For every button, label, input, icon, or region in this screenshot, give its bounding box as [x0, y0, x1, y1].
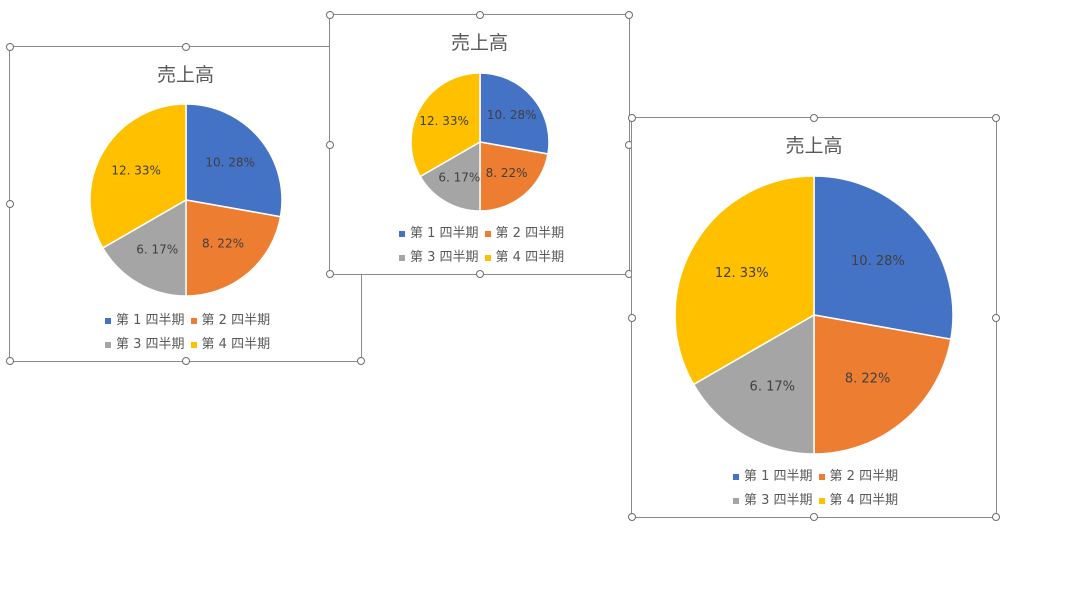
legend-swatch [733, 474, 739, 480]
resize-handle-bottom-right[interactable] [357, 357, 365, 365]
legend-row: 第 3 四半期 第 4 四半期 [733, 489, 904, 513]
chart-title: 売上高 [785, 135, 843, 157]
legend-label: 第 4 四半期 [201, 337, 271, 352]
resize-handle-middle-left[interactable] [326, 140, 334, 149]
legend-row: 第 1 四半期 第 2 四半期 [733, 465, 904, 489]
legend-swatch [399, 255, 405, 261]
data-label-q1: 10. 28% [851, 254, 905, 269]
pie-chart-1[interactable]: 売上高 10. 28% 8. 22% 6. 17% 12. 33% 第 1 四半期第 … [6, 43, 365, 365]
legend-entry-q3[interactable]: 第 3 四半期 [105, 333, 185, 357]
pie-slice-q3[interactable] [692, 313, 815, 455]
resize-handle-top-right[interactable] [625, 11, 633, 19]
resize-handle-bottom-center[interactable] [810, 513, 818, 521]
resize-handle-middle-left[interactable] [6, 200, 14, 208]
resize-handle-middle-left[interactable] [628, 313, 636, 322]
legend-entry-q4[interactable]: 第 4 四半期 [190, 333, 271, 357]
resize-handle-top-left[interactable] [628, 114, 636, 122]
legend-label: 第 2 四半期 [201, 313, 271, 328]
legend-label: 第 4 四半期 [495, 250, 565, 265]
legend-row: 第 1 四半期 第 2 四半期 [105, 309, 276, 333]
resize-handle-top-right[interactable] [992, 114, 1000, 122]
legend-label: 第 2 四半期 [829, 469, 899, 484]
legend-swatch [484, 231, 491, 237]
legend-entry-q2[interactable]: 第 2 四半期 [484, 222, 565, 246]
legend-row: 第 3 四半期 第 4 四半期 [105, 333, 276, 357]
legend-swatch [399, 231, 405, 237]
resize-handle-bottom-center[interactable] [181, 357, 190, 365]
pie-slice-q1[interactable] [813, 175, 954, 341]
data-label-q3: 6. 17% [750, 380, 795, 395]
pie-slice-q2[interactable] [185, 199, 282, 297]
legend-entry-q2[interactable]: 第 2 四半期 [190, 309, 271, 333]
chart-title: 売上高 [156, 64, 214, 86]
legend-swatch [818, 474, 825, 480]
data-label-q4: 12. 33% [111, 164, 161, 178]
legend-entry-q1[interactable]: 第 1 四半期 [105, 309, 185, 333]
pie-slice-q2[interactable] [813, 314, 952, 455]
data-label-q4: 12. 33% [419, 114, 469, 128]
pie-slice-q4[interactable] [89, 103, 187, 249]
resize-handle-middle-right[interactable] [992, 313, 1000, 322]
resize-handle-bottom-left[interactable] [6, 357, 14, 365]
pie-slice-q2[interactable] [479, 141, 549, 212]
legend-label: 第 2 四半期 [495, 226, 565, 241]
pie-slice-q1[interactable] [185, 103, 283, 218]
resize-handle-top-left[interactable] [326, 11, 334, 19]
chart-legend: 第 1 四半期 第 2 四半期第 3 四半期 第 4 四半期 [399, 222, 570, 270]
legend-label: 第 4 四半期 [829, 493, 899, 508]
data-label-q3: 6. 17% [438, 170, 480, 184]
legend-swatch [190, 318, 197, 324]
resize-handle-top-left[interactable] [6, 43, 14, 51]
data-label-q4: 12. 33% [715, 266, 769, 281]
pie-slice-q3[interactable] [101, 198, 187, 297]
pie-slice-q4[interactable] [674, 175, 815, 386]
chart-title: 売上高 [450, 32, 508, 54]
legend-label: 第 1 四半期 [116, 313, 185, 328]
chart-legend: 第 1 四半期 第 2 四半期第 3 四半期 第 4 四半期 [105, 309, 276, 357]
data-label-q2: 8. 22% [845, 371, 890, 386]
resize-handle-top-center[interactable] [181, 43, 190, 51]
pie-chart-2[interactable]: 売上高 10. 28% 8. 22% 6. 17% 12. 33% 第 1 四半期第 … [326, 11, 633, 278]
legend-swatch [733, 498, 739, 504]
legend-row: 第 3 四半期 第 4 四半期 [399, 246, 570, 270]
legend-label: 第 3 四半期 [116, 337, 185, 352]
legend-swatch [484, 255, 491, 261]
legend-swatch [818, 498, 825, 504]
pie-plot: 10. 28% 8. 22% 6. 17% 12. 33% [410, 72, 550, 212]
legend-entry-q2[interactable]: 第 2 四半期 [818, 465, 899, 489]
legend-entry-q1[interactable]: 第 1 四半期 [399, 222, 479, 246]
pie-plot: 10. 28% 8. 22% 6. 17% 12. 33% [89, 103, 283, 297]
resize-handle-top-center[interactable] [810, 114, 818, 122]
pie-plot: 10. 28% 8. 22% 6. 17% 12. 33% [674, 175, 954, 455]
pie-slice-q4[interactable] [410, 72, 481, 178]
legend-entry-q3[interactable]: 第 3 四半期 [733, 489, 813, 513]
legend-label: 第 3 四半期 [744, 493, 813, 508]
resize-handle-bottom-left[interactable] [628, 513, 636, 521]
legend-label: 第 1 四半期 [410, 226, 479, 241]
data-label-q2: 8. 22% [486, 166, 528, 180]
legend-row: 第 1 四半期 第 2 四半期 [399, 222, 570, 246]
resize-handle-top-center[interactable] [475, 11, 484, 19]
legend-entry-q4[interactable]: 第 4 四半期 [818, 489, 899, 513]
data-label-q1: 10. 28% [205, 155, 255, 169]
legend-swatch [190, 342, 197, 348]
legend-label: 第 1 四半期 [744, 469, 813, 484]
pie-chart-3[interactable]: 売上高 10. 28% 8. 22% 6. 17% 12. 33% 第 1 四半期第 … [628, 114, 1000, 521]
resize-handle-bottom-left[interactable] [326, 270, 334, 278]
legend-entry-q1[interactable]: 第 1 四半期 [733, 465, 813, 489]
chart-legend: 第 1 四半期 第 2 四半期第 3 四半期 第 4 四半期 [733, 465, 904, 513]
resize-handle-bottom-right[interactable] [992, 513, 1000, 521]
data-label-q2: 8. 22% [202, 237, 244, 251]
pie-slice-q3[interactable] [419, 140, 481, 212]
data-label-q3: 6. 17% [136, 242, 178, 256]
resize-handle-bottom-center[interactable] [475, 270, 484, 278]
legend-swatch [105, 342, 111, 348]
legend-entry-q4[interactable]: 第 4 四半期 [484, 246, 565, 270]
legend-swatch [105, 318, 111, 324]
legend-entry-q3[interactable]: 第 3 四半期 [399, 246, 479, 270]
pie-slice-q1[interactable] [479, 72, 550, 155]
data-label-q1: 10. 28% [487, 108, 537, 122]
legend-label: 第 3 四半期 [410, 250, 479, 265]
